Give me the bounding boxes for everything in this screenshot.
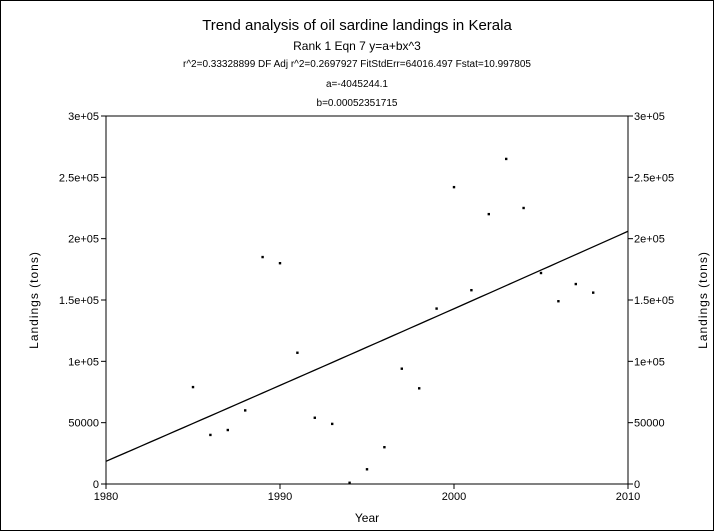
y-tick-label-left: 1.5e+05 <box>59 295 99 307</box>
data-point <box>383 446 386 449</box>
data-point <box>470 288 473 292</box>
y-axis-label: Landings (tons) <box>27 251 41 349</box>
data-point <box>191 385 195 389</box>
plot-area <box>105 115 629 485</box>
chart-subtitle-equation: Rank 1 Eqn 7 y=a+bx^3 <box>293 39 421 53</box>
x-tick-label: 1990 <box>268 491 292 503</box>
data-point <box>452 185 456 189</box>
y-tick-label-right: 50000 <box>634 418 665 430</box>
y-tick-label-left: 50000 <box>68 418 99 430</box>
y-tick-label-right: 3e+05 <box>634 111 665 123</box>
chart-title: Trend analysis of oil sardine landings i… <box>202 17 512 34</box>
chart-subtitle-coef-b: b=0.00052351715 <box>316 98 398 109</box>
x-tick-label: 1980 <box>94 491 118 503</box>
x-tick-label: 2010 <box>616 491 640 503</box>
y-tick-label-left: 0 <box>93 479 99 491</box>
data-point <box>539 271 543 275</box>
data-point <box>400 367 403 370</box>
data-point <box>418 387 421 390</box>
fit-line <box>105 230 629 462</box>
x-axis-label: Year <box>355 511 379 525</box>
y-tick-label-right: 0 <box>634 479 640 491</box>
data-point <box>209 433 212 437</box>
data-point <box>278 262 282 265</box>
y-tick-label-left: 3e+05 <box>68 111 99 123</box>
data-point <box>592 291 595 294</box>
y-tick-label-right: 1e+05 <box>634 356 665 368</box>
data-point <box>244 409 247 412</box>
y-tick-label-left: 2.5e+05 <box>59 172 99 184</box>
chart-subtitle-coef-a: a=-4045244.1 <box>325 79 388 90</box>
data-point <box>365 468 369 471</box>
y-tick-label-right: 2e+05 <box>634 234 665 246</box>
data-point <box>522 206 525 210</box>
y-tick-label-right: 1.5e+05 <box>634 295 674 307</box>
chart-subtitle-stats: r^2=0.33328899 DF Adj r^2=0.2697927 FitS… <box>183 59 531 70</box>
y-tick-label-left: 1e+05 <box>68 356 99 368</box>
y-tick-label-right: 2.5e+05 <box>634 172 674 184</box>
data-point <box>574 282 577 286</box>
data-point <box>261 255 264 259</box>
data-point <box>487 212 490 216</box>
data-point <box>435 307 438 310</box>
data-point <box>557 300 560 303</box>
data-point <box>331 422 334 426</box>
data-point <box>348 481 351 484</box>
x-tick-label: 2000 <box>442 491 466 503</box>
y-tick-label-left: 2e+05 <box>68 234 99 246</box>
data-point <box>226 428 229 432</box>
y-axis-label-right: Landings (tons) <box>696 251 710 349</box>
data-point <box>505 157 508 161</box>
data-point <box>313 416 316 419</box>
data-point <box>296 351 299 354</box>
